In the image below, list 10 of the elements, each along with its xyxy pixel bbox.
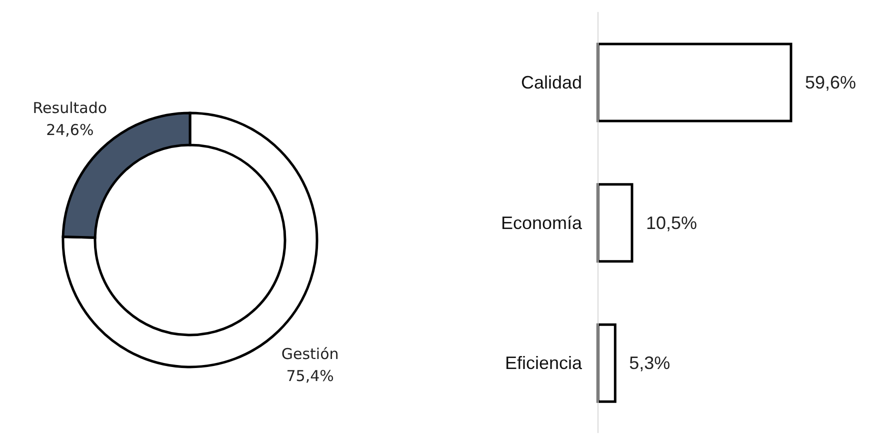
- data-label: 59,6%: [805, 72, 856, 92]
- y-tick-label: Calidad: [520, 72, 582, 93]
- slice-label: Gestión: [281, 345, 339, 364]
- data-label: 75,4%: [286, 367, 334, 386]
- y-tick-label: Eficiencia: [504, 353, 583, 374]
- slice-label: Resultado: [32, 98, 108, 117]
- data-label: 24,6%: [46, 120, 94, 139]
- y-tick-label: Economía: [500, 212, 583, 233]
- data-label: 10,5%: [646, 212, 698, 233]
- data-label: 5,3%: [629, 353, 670, 374]
